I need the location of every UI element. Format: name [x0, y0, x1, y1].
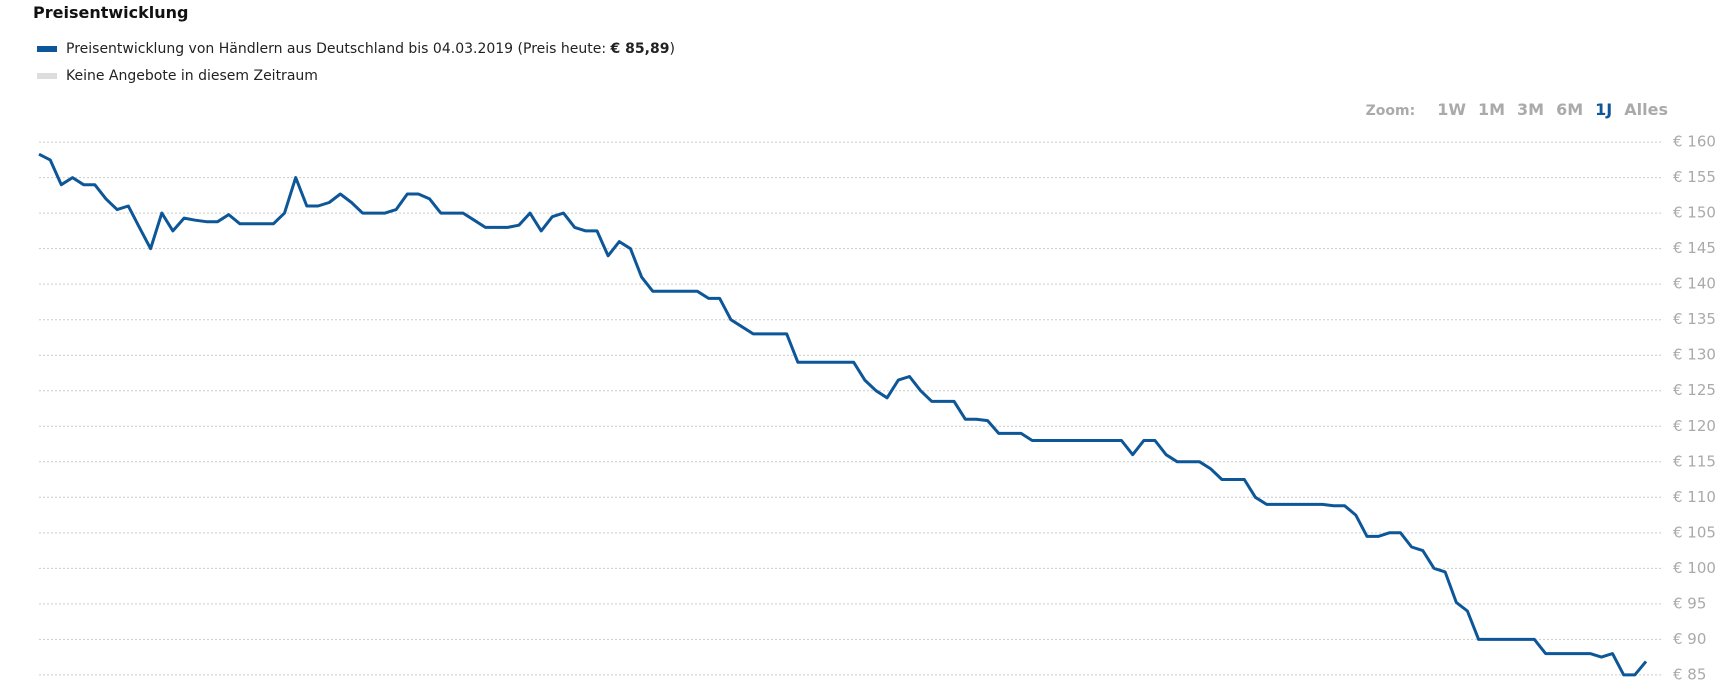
y-tick-label: € 155 [1673, 168, 1716, 186]
y-tick-label: € 120 [1673, 417, 1716, 435]
zoom-button[interactable]: 1M [1477, 100, 1506, 119]
y-tick-label: € 145 [1673, 239, 1716, 257]
y-tick-label: € 95 [1673, 594, 1706, 612]
y-tick-label: € 140 [1673, 275, 1716, 293]
y-tick-label: € 150 [1673, 204, 1716, 222]
y-tick-label: € 100 [1673, 559, 1716, 577]
legend-swatch [37, 73, 57, 79]
zoom-button[interactable]: 3M [1517, 100, 1545, 119]
y-tick-label: € 105 [1673, 523, 1716, 541]
y-tick-label: € 130 [1673, 346, 1716, 364]
zoom-button[interactable]: 1W [1437, 100, 1466, 119]
legend-item: Preisentwicklung von Händlern aus Deutsc… [37, 41, 675, 57]
zoom-button[interactable]: 6M [1556, 100, 1584, 119]
zoom-bar: Zoom: 1W 1M 3M 6M 1J Alles [1366, 100, 1668, 119]
legend-label: Keine Angebote in diesem Zeitraum [66, 68, 318, 84]
zoom-button[interactable]: Alles [1624, 100, 1668, 119]
y-tick-label: € 85 [1673, 665, 1706, 683]
zoom-button[interactable]: 1J [1595, 100, 1613, 119]
y-tick-label: € 115 [1673, 452, 1716, 470]
widget-title: Preisentwicklung [33, 3, 189, 22]
y-tick-label: € 160 [1673, 133, 1716, 151]
y-tick-label: € 135 [1673, 310, 1716, 328]
zoom-label: Zoom: [1365, 103, 1416, 119]
y-tick-label: € 90 [1673, 630, 1706, 648]
legend-swatch [37, 46, 57, 52]
legend-item: Keine Angebote in diesem Zeitraum [37, 68, 318, 84]
y-tick-label: € 125 [1673, 381, 1716, 399]
legend-label: Preisentwicklung von Händlern aus Deutsc… [66, 41, 675, 57]
y-tick-label: € 110 [1673, 488, 1716, 506]
price-line [38, 152, 1648, 677]
